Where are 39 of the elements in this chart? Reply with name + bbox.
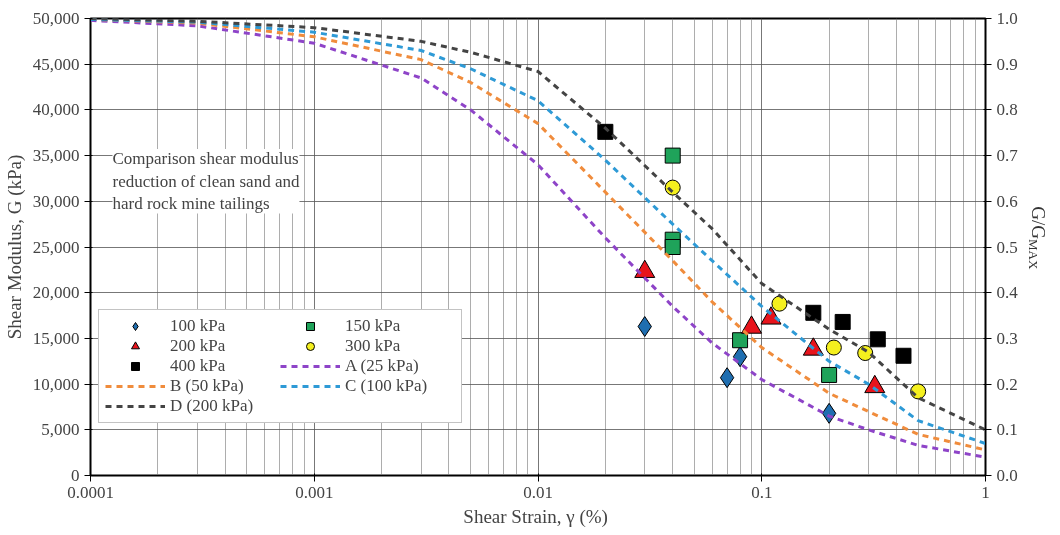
y-tick-label: 15,000 <box>32 328 80 348</box>
legend-label: D (200 kPa) <box>170 396 255 416</box>
y2-tick-label: 0.2 <box>996 374 1018 394</box>
x-tick-label: 0.01 <box>523 482 553 502</box>
y-tick-label: 30,000 <box>32 191 80 211</box>
legend-label: 300 kPa <box>345 336 402 356</box>
y-axis-title: Shear Modulus, G (kPa) <box>3 154 26 340</box>
y2-tick-label: 0.1 <box>996 420 1018 440</box>
x-axis-title: Shear Strain, γ (%) <box>463 505 608 528</box>
y2-tick-label: 0.3 <box>996 328 1018 348</box>
legend-label: C (100 kPa) <box>345 376 429 396</box>
y-tick-label: 25,000 <box>32 237 80 257</box>
legend-label: 100 kPa <box>170 316 227 336</box>
x-tick-label: 0.1 <box>751 482 773 502</box>
x-tick-label: 0.0001 <box>67 482 114 502</box>
legend-label: 200 kPa <box>170 336 227 356</box>
y2-tick-label: 0.6 <box>996 191 1018 211</box>
y2-tick-label: 0.7 <box>996 146 1019 166</box>
legend-label: 150 kPa <box>345 316 402 336</box>
y-tick-label: 40,000 <box>32 100 80 120</box>
annotation: Comparison shear modulus reduction of clean sand and hard rock mine tailings <box>112 148 300 214</box>
y-tick-label: 50,000 <box>32 9 80 28</box>
legend-label: A (25 kPa) <box>345 356 420 376</box>
y-tick-label: 10,000 <box>32 374 80 394</box>
y2-tick-label: 0.4 <box>996 283 1019 303</box>
y2-tick-label: 0.8 <box>996 100 1018 120</box>
y-tick-label: 45,000 <box>32 54 80 74</box>
y-tick-label: 20,000 <box>32 283 80 303</box>
y2-tick-label: 0.5 <box>996 237 1018 257</box>
y2-tick-label: 0.9 <box>996 54 1018 74</box>
y-tick-label: 5,000 <box>41 420 80 440</box>
legend-label: B (50 kPa) <box>170 376 245 396</box>
legend-label: 400 kPa <box>170 356 227 376</box>
x-tick-label: 0.001 <box>295 482 334 502</box>
x-tick-label: 1 <box>981 482 990 502</box>
y-tick-label: 0 <box>71 466 80 485</box>
y2-tick-label: 1.0 <box>996 9 1018 28</box>
y-tick-label: 35,000 <box>32 146 80 166</box>
y2-tick-label: 0.0 <box>996 466 1018 485</box>
